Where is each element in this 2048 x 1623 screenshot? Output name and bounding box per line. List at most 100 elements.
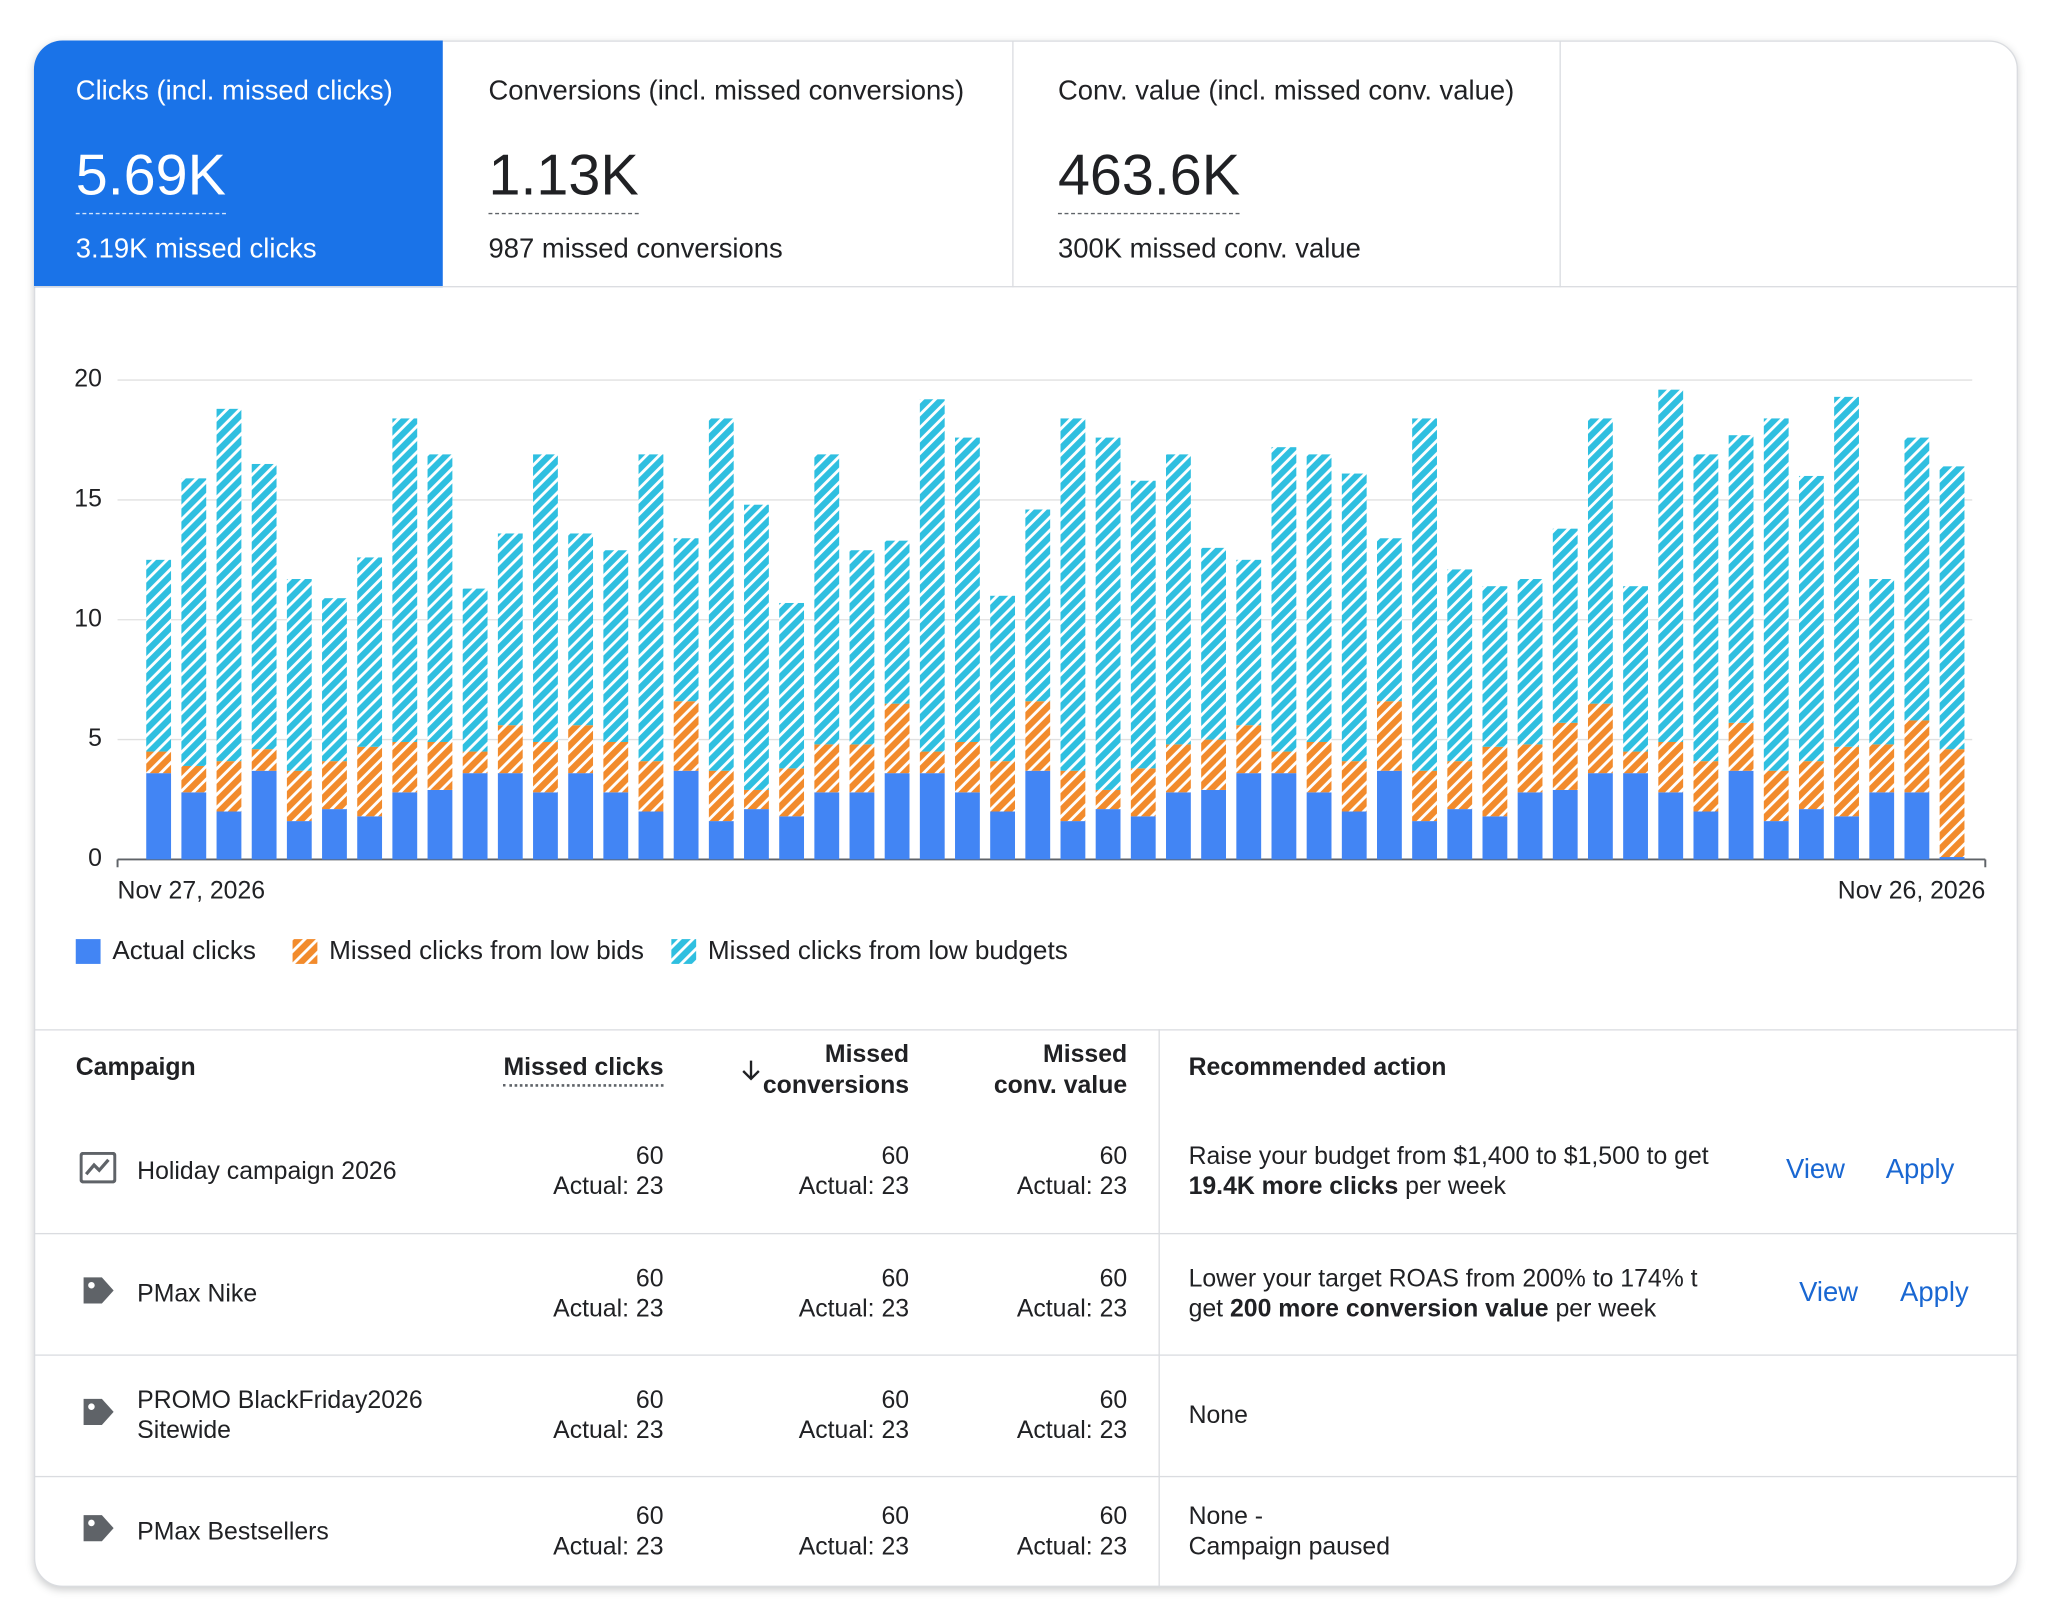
bar-segment [1130,480,1156,769]
tab-title: Conv. value (incl. missed conv. value) [1057,75,1515,106]
bar-segment [603,792,629,860]
bar-segment [919,773,945,860]
bar-segment [1166,792,1191,860]
bar-segment [1939,749,1965,858]
action-button[interactable]: Apply [1885,1154,1955,1185]
bar-segment [251,463,277,750]
bar-segment [884,773,910,860]
bar-segment [1904,792,1930,860]
bar-segment [1693,761,1719,812]
cell-value: 60 [881,1502,910,1531]
bar-segment [1587,703,1613,774]
campaign-icon [83,1514,114,1541]
bar-segment [779,768,805,817]
x-tick-label: Nov 26, 2026 [1838,878,1986,905]
action-button[interactable]: View [1786,1154,1845,1185]
header-missed-conv-value[interactable]: Missed conv. value [993,1040,1128,1100]
bar-segment [216,408,242,762]
bar-segment [181,792,207,860]
legend-label: Missed clicks from low bids [329,935,644,965]
campaign-name[interactable]: Holiday campaign 2026 [137,1157,397,1186]
action-text: Raise your budget from $1,400 to $1,500 … [1189,1142,1709,1202]
bar-segment [216,761,242,812]
campaign-name[interactable]: PMax Nike [137,1279,258,1308]
bar-segment [744,809,769,860]
metric-cell: 60 Actual: 23 [1017,1142,1127,1202]
bar-segment [462,588,488,752]
bar-segment [1377,770,1402,860]
bar-segment [603,550,629,742]
tab-divider [1559,40,1561,288]
cell-actual: Actual: 23 [1016,1295,1128,1323]
bar-segment [638,761,664,812]
bar-segment [1377,538,1402,702]
bar-segment [286,821,312,860]
action-button[interactable]: View [1799,1276,1859,1307]
bar-segment [1166,454,1191,745]
bar-segment [427,454,453,742]
bar-segment [497,533,523,726]
action-segment: get [1188,1295,1230,1323]
cell-value: 60 [1099,1386,1128,1414]
cell-value: 60 [1099,1502,1128,1531]
bar-segment [779,816,805,860]
action-button[interactable]: Apply [1900,1276,1969,1307]
bar-segment [216,811,242,860]
bar-segment [1306,454,1332,742]
bar-segment [1623,751,1648,774]
cell-value: 60 [635,1502,664,1531]
bar-segment [990,595,1016,762]
bar-segment [1623,773,1648,860]
campaign-name[interactable]: PMax Bestsellers [137,1517,329,1546]
metric-cell: 60 Actual: 23 [799,1501,909,1561]
bar-segment [744,504,769,790]
bar-segment [427,741,453,790]
action-segment: 19.4K more clicks [1188,1172,1399,1201]
bar-segment [814,454,840,745]
bar-segment [1482,586,1508,747]
metric-tab[interactable]: Conversions (incl. missed conversions) 1.… [443,40,1012,287]
bar-segment [708,821,734,860]
bar-segment [1341,761,1367,812]
bar-segment [357,746,383,817]
metric-tab[interactable]: Conv. value (incl. missed conv. value) 46… [1012,40,1559,287]
bar-segment [1658,792,1684,860]
bar-segment [1763,821,1789,860]
header-missed-conversions[interactable]: Missed conversions [762,1040,910,1100]
row-divider [33,1475,2018,1478]
bar-segment [638,811,664,860]
cell-actual: Actual: 23 [553,1532,664,1561]
bar-segment [1658,741,1684,793]
bar-segment [1869,792,1895,860]
metric-cell: 60 Actual: 23 [553,1264,663,1324]
campaign-name[interactable]: PROMO BlackFriday2026 Sitewide [137,1386,423,1444]
bar-segment [146,751,172,774]
action-line: Campaign paused [1189,1531,1390,1561]
bar-segment [1798,809,1824,860]
action-line: Raise your budget from $1,400 to $1,500 … [1189,1142,1709,1172]
bar-segment [1095,437,1121,790]
metric-cell: 60 Actual: 23 [799,1385,909,1445]
bar-segment [1693,811,1719,860]
bar-segment [1236,773,1262,860]
bar-segment [286,770,312,822]
metric-tab[interactable]: Clicks (incl. missed clicks) 5.69K 3.19K m… [33,40,443,288]
tab-divider [1012,40,1014,288]
icon-wrap [80,1274,117,1305]
bar-segment [1517,744,1543,793]
action-segment: Lower your target ROAS from 200% to 174%… [1188,1264,1698,1293]
row-divider [33,1232,2018,1235]
metric-cell: 60 Actual: 23 [1017,1385,1127,1445]
header-campaign: Campaign [75,1054,196,1082]
bar-segment [568,533,594,726]
bar-segment [1517,579,1543,745]
action-line: Lower your target ROAS from 200% to 174%… [1189,1264,1698,1294]
bar-segment [462,751,488,774]
bar-segment [1552,789,1578,860]
bar-segment [1201,739,1226,790]
bar-segment [392,741,418,793]
header-missed-clicks[interactable]: Missed clicks [503,1054,664,1087]
table-column-divider [1158,1029,1160,1587]
bar-segment [1939,466,1965,750]
